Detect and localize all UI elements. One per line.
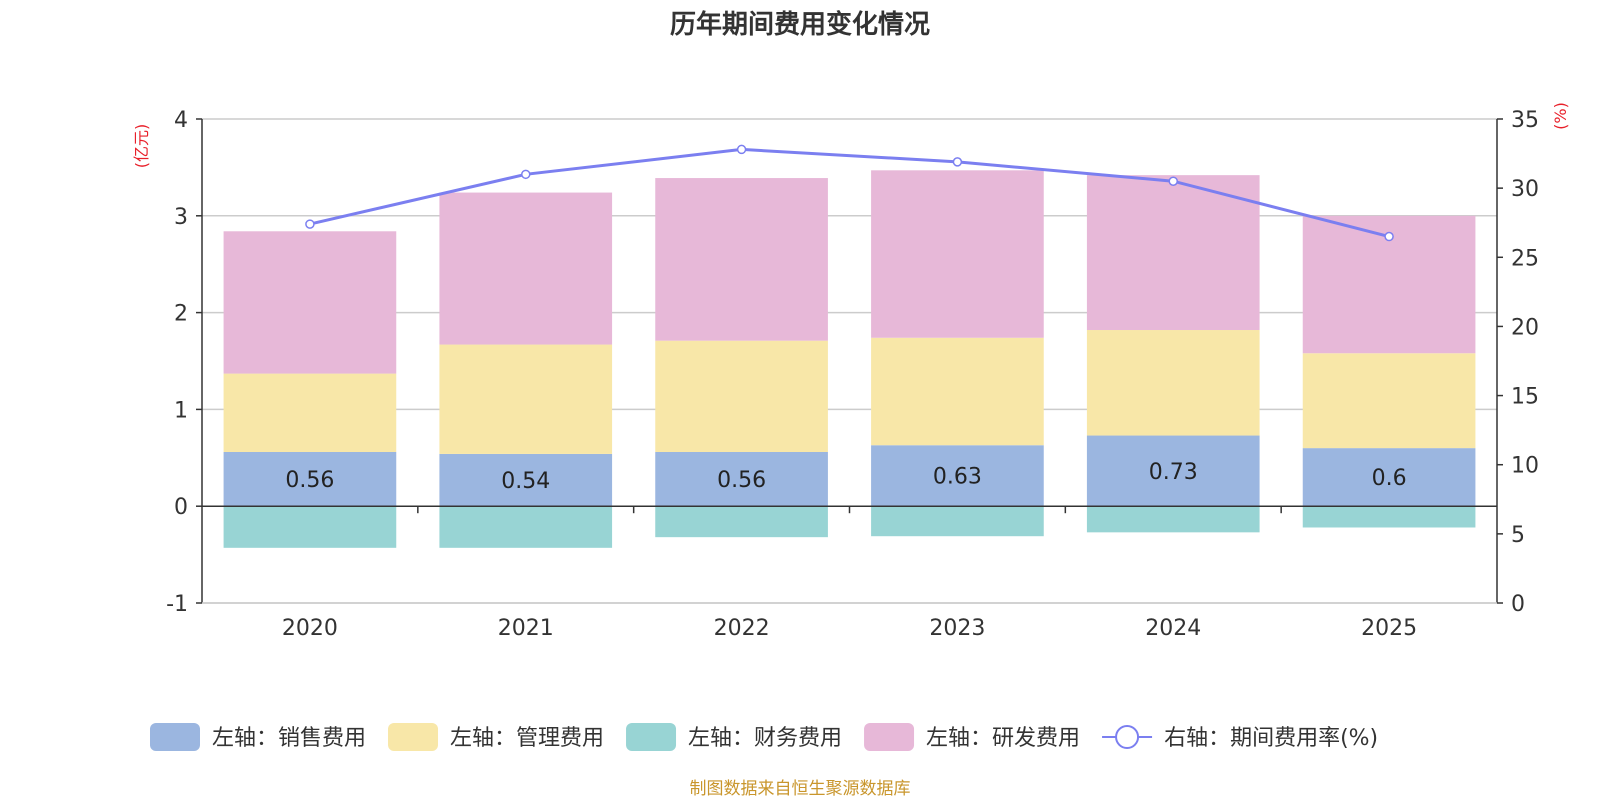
legend-label-4: 右轴：期间费用率(%) [1164,726,1378,751]
legend-swatch-3 [864,723,915,751]
x-tick-label-2022: 2022 [714,616,770,641]
x-tick-label-2023: 2023 [929,616,985,641]
right-tick-label-35: 35 [1511,108,1539,133]
right-tick-label-25: 25 [1511,246,1539,271]
bar-s2-2024 [1086,506,1260,533]
legend-swatch-1 [388,723,439,751]
data-label-2020: 0.56 [285,468,334,493]
line-layer [305,144,1394,242]
right-tick-label-15: 15 [1511,385,1539,410]
bar-s1-2025 [1302,353,1476,449]
data-label-2024: 0.73 [1149,460,1198,485]
left-tick-label-2: 2 [174,302,188,327]
legend: 左轴：销售费用 左轴：管理费用 左轴：财务费用 左轴：研发费用 右轴：期间费用率(%) [150,723,1378,751]
bar-s2-2025 [1302,506,1476,528]
legend-swatch-0 [150,723,200,751]
data-label-2025: 0.6 [1372,466,1407,491]
bar-s3-2023 [871,170,1044,338]
rate-point-2020 [305,219,315,229]
left-tick-label-4: 4 [174,108,188,133]
bar-s0-2022 [655,451,828,507]
source-note: 制图数据来自恒生聚源数据库 [690,779,911,799]
rate-point-2023 [952,157,963,167]
right-tick-label-0: 0 [1511,592,1525,617]
legend-marker-4 [1115,725,1140,749]
bar-s1-2020 [223,373,397,452]
x-tick-label-2025: 2025 [1361,616,1417,641]
legend-label-2: 左轴：财务费用 [688,726,842,751]
bar-s1-2023 [871,337,1044,446]
legend-label-3: 左轴：研发费用 [926,726,1080,751]
right-tick-label-10: 10 [1511,454,1539,479]
right-tick-label-5: 5 [1511,523,1525,548]
right-tick-label-30: 30 [1511,177,1539,202]
left-tick-label-3: 3 [174,205,188,230]
x-tick-label-2020: 2020 [282,616,338,641]
data-label-2023: 0.63 [933,465,982,490]
bar-s0-2025 [1302,448,1476,507]
rate-point-2025 [1384,231,1394,242]
bar-s2-2023 [871,506,1044,537]
bar-s3-2021 [439,192,613,345]
labels-layer: 0.56 0.54 0.56 0.63 0.73 0.6 [285,460,1406,494]
bar-s0-2020 [223,451,397,507]
right-tick-label-20: 20 [1511,315,1539,340]
legend-swatch-2 [626,723,677,751]
bar-s1-2024 [1086,330,1260,436]
data-label-2021: 0.54 [501,469,550,494]
bar-s3-2022 [655,178,828,341]
bar-s1-2022 [655,340,828,452]
bars-layer [223,170,1476,548]
legend-label-0: 左轴：销售费用 [212,726,366,751]
bar-s2-2021 [439,506,613,548]
left-tick-label-0: 0 [174,495,188,520]
right-axis-label: (%) [1551,102,1570,130]
bar-s3-2024 [1086,175,1260,331]
bar-s0-2021 [439,453,613,507]
bar-s0-2024 [1086,435,1260,507]
chart-title: 历年期间费用变化情况 [670,9,930,40]
bar-s0-2023 [871,445,1044,507]
rate-line [309,147,1390,238]
bar-s2-2022 [655,506,828,538]
data-label-2022: 0.56 [717,468,766,493]
x-tick-label-2024: 2024 [1145,616,1201,641]
left-tick-label--1: -1 [166,592,188,617]
bar-s3-2020 [223,231,397,374]
rate-point-2021 [521,169,531,180]
legend-label-1: 左轴：管理费用 [450,726,604,751]
x-tick-label-2021: 2021 [498,616,554,641]
bar-s2-2020 [223,506,397,548]
rate-point-2024 [1168,176,1178,186]
left-axis-label: (亿元) [132,124,151,169]
bar-s1-2021 [439,344,613,454]
rate-point-2022 [736,144,747,155]
left-tick-label-1: 1 [174,398,188,423]
